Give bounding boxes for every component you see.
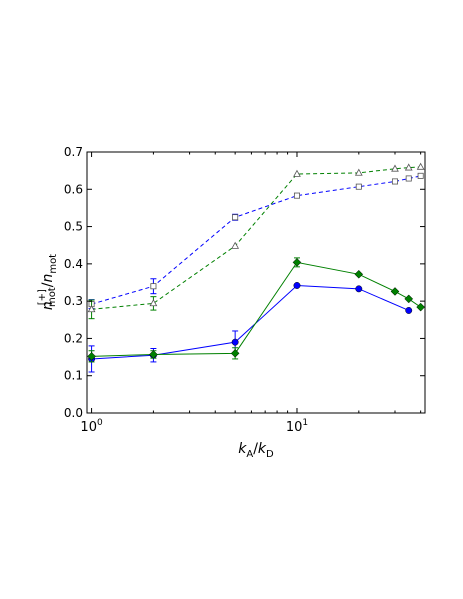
- data-point: [87, 305, 96, 313]
- x-axis-label: kA/kD: [238, 441, 274, 460]
- data-point: [293, 192, 300, 199]
- y-tick-label: 0.1: [64, 369, 83, 383]
- x-tick-label-exponent: 0: [97, 418, 103, 428]
- data-point: [293, 282, 301, 289]
- data-point: [355, 285, 363, 293]
- y-tick-label: 0.7: [64, 145, 83, 159]
- series-line: [91, 166, 421, 310]
- series-line: [91, 175, 421, 305]
- data-point: [405, 175, 412, 182]
- data-point: [404, 294, 414, 304]
- y-tick-label: 0.0: [64, 406, 83, 420]
- data-point: [354, 269, 364, 279]
- data-point: [293, 169, 301, 177]
- series-line: [91, 261, 421, 357]
- data-point: [292, 258, 302, 267]
- data-point: [404, 163, 413, 171]
- data-point: [230, 348, 240, 358]
- x-label-k2: k: [258, 441, 267, 457]
- y-label-n2: n: [40, 274, 56, 283]
- plot-frame: [86, 151, 426, 414]
- x-tick-label-base: 10: [286, 420, 303, 435]
- x-label-sub2: D: [266, 449, 274, 460]
- y-label-sub2: mot: [48, 254, 59, 274]
- y-tick-label: 0.3: [64, 294, 83, 308]
- data-point: [232, 214, 239, 221]
- data-point: [355, 183, 362, 190]
- data-point: [390, 287, 400, 296]
- data-point: [231, 338, 239, 346]
- series-4: [87, 257, 426, 363]
- data-point: [87, 351, 96, 361]
- y-axis-label: n[+]mot/nmot: [37, 254, 59, 310]
- data-point: [149, 299, 158, 307]
- data-point: [405, 307, 413, 314]
- data-point: [417, 172, 424, 179]
- series-line: [91, 284, 409, 360]
- data-point: [354, 168, 363, 176]
- series-3: [88, 282, 413, 373]
- series-2: [87, 162, 425, 320]
- y-label-sub1: mot: [47, 287, 58, 307]
- x-tick-label: 101: [286, 418, 308, 435]
- y-label-slash: /: [40, 282, 56, 287]
- y-tick-label: 0.2: [64, 331, 83, 345]
- x-tick-label: 100: [80, 418, 103, 435]
- data-point: [416, 162, 425, 170]
- y-tick-label: 0.5: [64, 220, 83, 234]
- x-tick-label-exponent: 1: [302, 418, 308, 428]
- data-point: [391, 164, 399, 172]
- data-point: [150, 283, 157, 290]
- series-1: [88, 172, 424, 310]
- y-tick-label: 0.6: [64, 182, 83, 196]
- y-label-n1: n: [40, 301, 56, 310]
- y-label-sup1: [+]: [37, 289, 48, 305]
- data-point: [416, 302, 426, 312]
- data-point: [231, 241, 240, 249]
- y-tick-label: 0.4: [64, 257, 83, 271]
- x-tick-label-base: 10: [80, 420, 97, 435]
- data-point: [391, 178, 398, 185]
- series-layer: [87, 162, 426, 373]
- x-label-k1: k: [238, 441, 247, 457]
- data-point: [149, 350, 158, 359]
- x-label-sub1: A: [246, 449, 253, 460]
- x-label-slash: /: [253, 441, 258, 457]
